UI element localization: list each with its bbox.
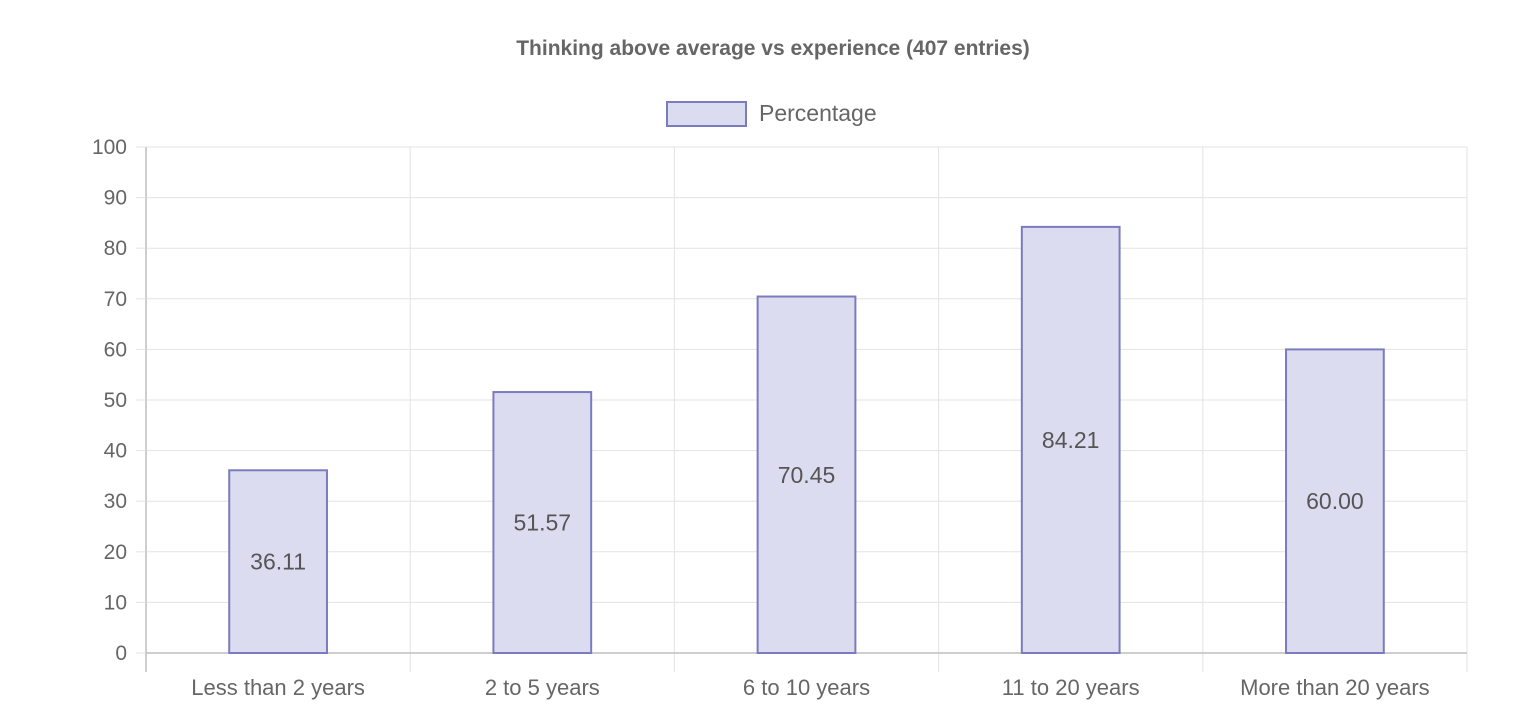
y-tick-label: 90 <box>104 187 127 210</box>
chart-title: Thinking above average vs experience (40… <box>516 37 1030 60</box>
y-tick-label: 80 <box>104 237 127 260</box>
data-label: 60.00 <box>1306 488 1364 514</box>
bar <box>756 295 857 654</box>
data-label: 84.21 <box>1042 427 1100 453</box>
x-tick-label: 11 to 20 years <box>1002 675 1140 700</box>
y-tick-label: 30 <box>104 490 127 513</box>
data-labels: 36.11 51.57 70.45 84.21 60.00 <box>250 427 1364 575</box>
data-label: 70.45 <box>778 462 836 488</box>
y-tick-label: 100 <box>92 136 127 159</box>
y-tick-label: 10 <box>104 591 127 614</box>
x-tick-label: Less than 2 years <box>191 675 365 700</box>
bar <box>228 469 328 654</box>
y-tick-label: 0 <box>115 642 127 665</box>
y-tick-label: 60 <box>104 338 127 361</box>
x-tick-label: More than 20 years <box>1240 675 1430 700</box>
legend[interactable]: Percentage <box>666 100 877 127</box>
y-tick-label: 20 <box>104 541 127 564</box>
legend-label: Percentage <box>759 100 877 126</box>
y-tick-label: 70 <box>104 288 127 311</box>
bars <box>228 225 1385 654</box>
bar <box>1020 225 1121 654</box>
y-tick-label: 50 <box>104 389 127 412</box>
x-tick-label: 2 to 5 years <box>485 675 600 700</box>
y-axis: 0 10 20 30 40 50 60 70 80 90 100 <box>92 136 146 665</box>
data-label: 51.57 <box>514 510 572 536</box>
legend-swatch <box>666 101 747 127</box>
bar <box>1285 348 1385 654</box>
data-label: 36.11 <box>250 549 306 575</box>
y-tick-label: 40 <box>104 440 127 463</box>
x-tick-label: 6 to 10 years <box>743 675 870 700</box>
bar <box>492 391 593 654</box>
x-axis: Less than 2 years 2 to 5 years 6 to 10 yea… <box>146 652 1467 700</box>
